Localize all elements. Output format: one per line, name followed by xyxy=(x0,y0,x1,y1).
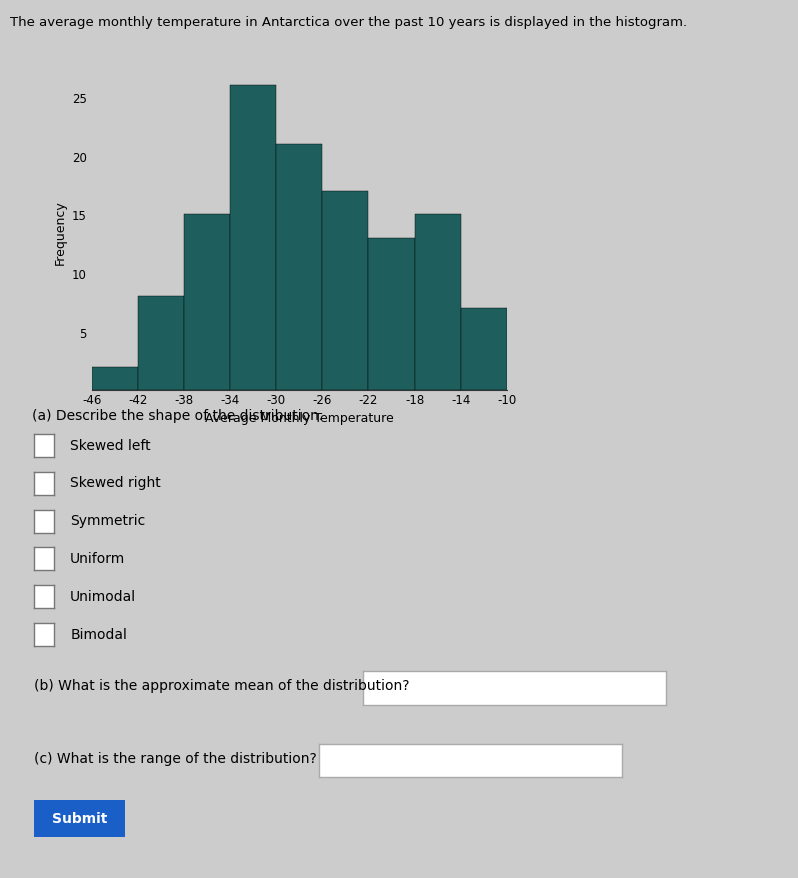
Text: Bimodal: Bimodal xyxy=(70,627,127,641)
Bar xyxy=(138,297,184,391)
Text: (a) Describe the shape of the distribution.: (a) Describe the shape of the distributi… xyxy=(32,408,323,422)
X-axis label: Average Monthly Temperature: Average Monthly Temperature xyxy=(205,412,393,425)
Bar xyxy=(184,215,230,391)
Bar xyxy=(92,367,138,391)
Text: Skewed right: Skewed right xyxy=(70,476,161,490)
Y-axis label: Frequency: Frequency xyxy=(53,200,66,265)
Bar xyxy=(414,215,460,391)
Text: Submit: Submit xyxy=(52,811,107,825)
Text: Unimodal: Unimodal xyxy=(70,589,136,603)
Bar xyxy=(230,86,276,391)
Bar xyxy=(460,309,507,391)
Bar xyxy=(276,145,322,391)
Text: Symmetric: Symmetric xyxy=(70,514,145,528)
Text: Skewed left: Skewed left xyxy=(70,438,151,452)
Text: Uniform: Uniform xyxy=(70,551,125,565)
Text: (c) What is the range of the distribution?: (c) What is the range of the distributio… xyxy=(34,751,316,765)
Text: (b) What is the approximate mean of the distribution?: (b) What is the approximate mean of the … xyxy=(34,679,409,693)
Bar xyxy=(322,191,369,391)
Bar xyxy=(369,239,414,391)
Text: The average monthly temperature in Antarctica over the past 10 years is displaye: The average monthly temperature in Antar… xyxy=(10,16,687,29)
